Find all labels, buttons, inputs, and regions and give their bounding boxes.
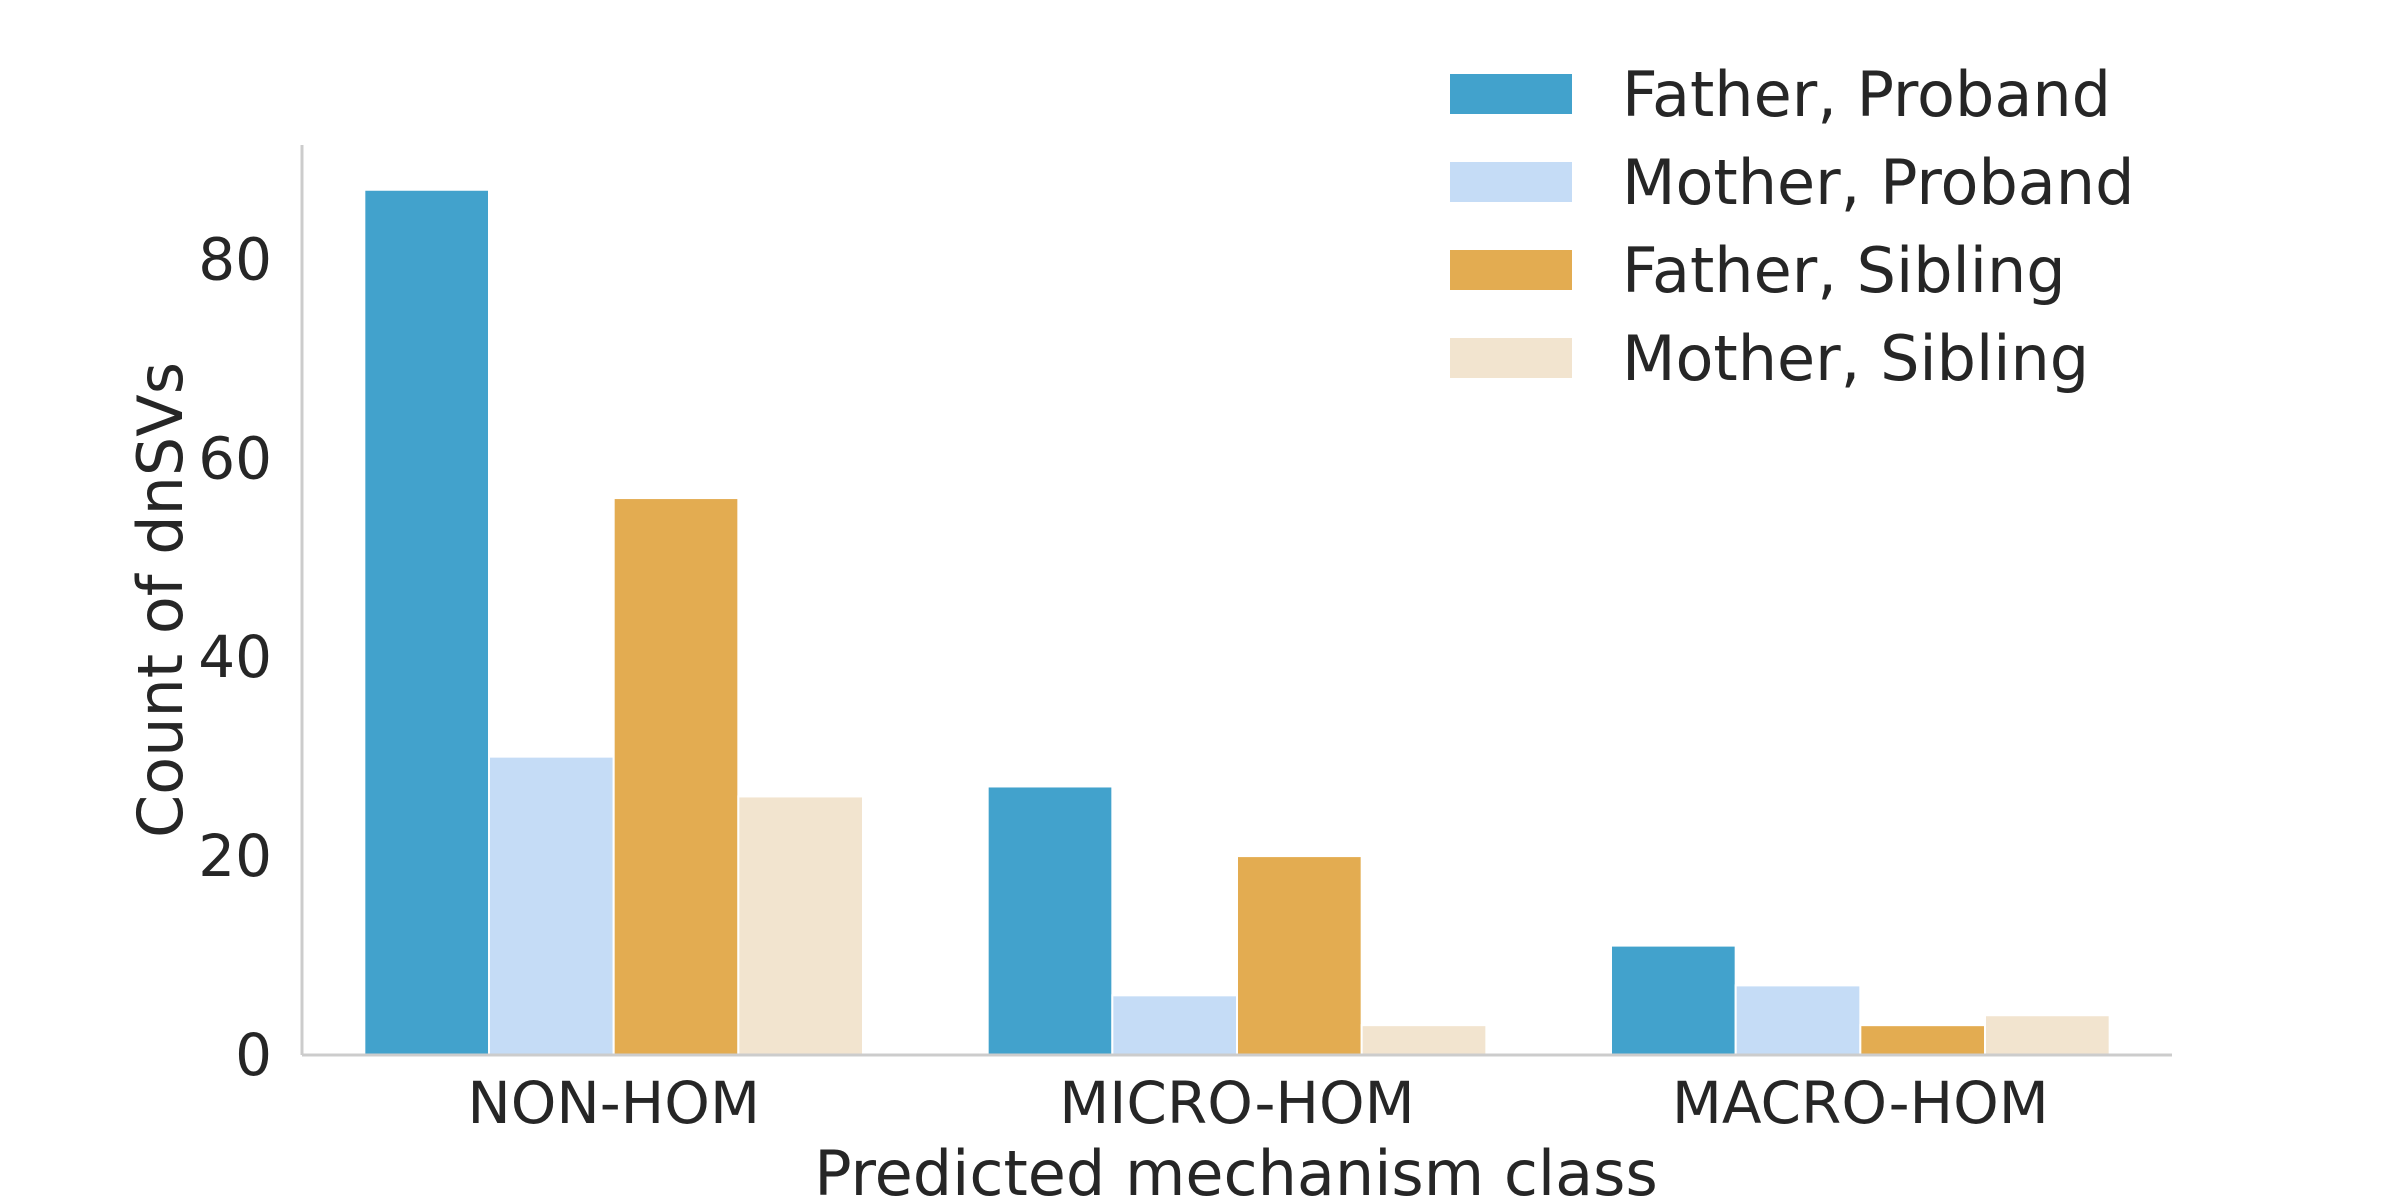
y-tick-label: 20 <box>198 822 272 890</box>
y-tick-labels: 0 20 40 60 80 <box>198 225 272 1089</box>
legend: Father, Proband Mother, Proband Father, Si… <box>1450 58 2134 395</box>
legend-label: Mother, Sibling <box>1622 322 2089 395</box>
bars-layer <box>363 188 2111 1057</box>
bar-micro-hom-father-sibling <box>1236 855 1363 1057</box>
y-tick-label: 80 <box>198 225 272 293</box>
bar-non-hom-father-proband <box>363 188 490 1056</box>
y-tick-label: 40 <box>198 623 272 691</box>
bar-macro-hom-mother-proband <box>1734 984 1862 1057</box>
bar-micro-hom-father-proband <box>986 785 1114 1056</box>
y-tick-label: 0 <box>235 1021 272 1089</box>
y-axis-title: Count of dnSVs <box>124 362 197 838</box>
bar-macro-hom-mother-sibling <box>1984 1014 2111 1056</box>
legend-swatch <box>1450 162 1572 202</box>
legend-swatch <box>1450 250 1572 290</box>
bar-macro-hom-father-sibling <box>1859 1024 1986 1057</box>
bar-micro-hom-mother-sibling <box>1360 1024 1488 1057</box>
x-tick-labels: NON-HOM MICRO-HOM MACRO-HOM <box>467 1069 2048 1137</box>
bar-non-hom-mother-sibling <box>737 795 865 1056</box>
y-tick-label: 60 <box>198 424 272 492</box>
legend-label: Mother, Proband <box>1622 146 2134 219</box>
bar-non-hom-father-sibling <box>612 497 740 1056</box>
bar-micro-hom-mother-proband <box>1111 994 1238 1057</box>
x-tick-label: NON-HOM <box>467 1069 760 1137</box>
x-tick-label: MACRO-HOM <box>1672 1069 2049 1137</box>
bar-macro-hom-father-proband <box>1610 944 1737 1056</box>
legend-swatch <box>1450 74 1572 114</box>
x-axis-title: Predicted mechanism class <box>814 1137 1658 1200</box>
bar-non-hom-mother-proband <box>488 755 615 1056</box>
x-tick-label: MICRO-HOM <box>1059 1069 1414 1137</box>
legend-label: Father, Sibling <box>1622 234 2066 307</box>
legend-swatch <box>1450 338 1572 378</box>
legend-label: Father, Proband <box>1622 58 2111 131</box>
